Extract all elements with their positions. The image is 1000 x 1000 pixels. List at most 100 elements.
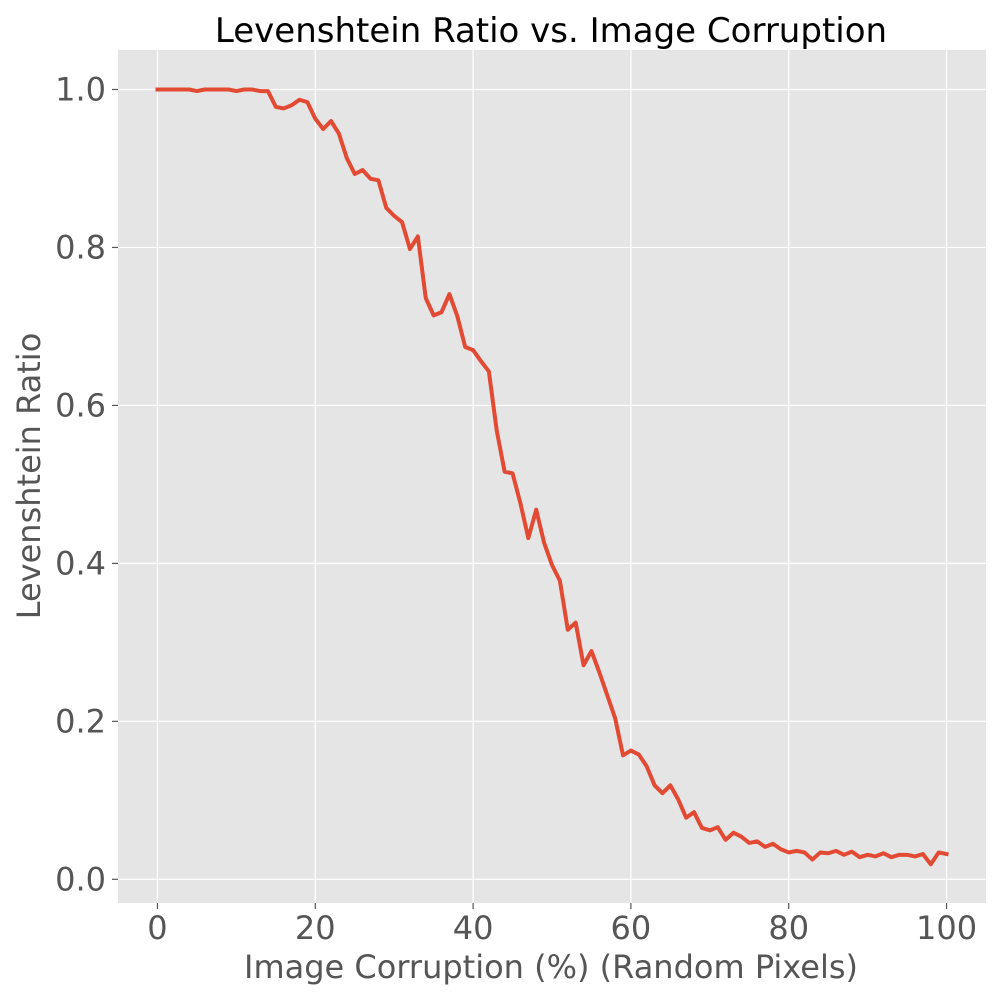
data-point — [534, 508, 538, 512]
data-point — [337, 132, 341, 136]
data-point — [795, 849, 799, 853]
data-point — [637, 753, 641, 757]
data-point — [487, 369, 491, 373]
data-point — [731, 831, 735, 835]
y-axis-label: Levenshtein Ratio — [10, 333, 48, 620]
data-point — [881, 851, 885, 855]
x-tick-label: 40 — [453, 909, 494, 947]
y-tick-label: 0.2 — [55, 702, 106, 740]
data-point — [353, 172, 357, 176]
data-point — [408, 247, 412, 251]
data-point — [384, 206, 388, 210]
data-point — [290, 103, 294, 107]
data-point — [566, 628, 570, 632]
data-point — [250, 87, 254, 91]
data-point — [163, 87, 167, 91]
x-tick-label: 100 — [916, 909, 977, 947]
data-point — [574, 621, 578, 625]
data-point — [708, 828, 712, 832]
data-point — [739, 835, 743, 839]
data-point — [645, 764, 649, 768]
data-point — [826, 851, 830, 855]
data-point — [913, 854, 917, 858]
data-point — [345, 156, 349, 160]
data-point — [424, 296, 428, 300]
x-tick-label: 80 — [768, 909, 809, 947]
plot-area — [118, 50, 986, 903]
data-point — [613, 716, 617, 720]
data-point — [274, 105, 278, 109]
data-point — [842, 853, 846, 857]
data-point — [716, 825, 720, 829]
x-tick-label: 0 — [147, 909, 167, 947]
data-point — [258, 89, 262, 93]
data-point — [874, 854, 878, 858]
data-point — [195, 89, 199, 93]
data-point — [432, 313, 436, 317]
y-tick-label: 0.6 — [55, 386, 106, 424]
data-point — [305, 100, 309, 104]
data-point — [242, 87, 246, 91]
data-point — [597, 670, 601, 674]
data-point — [858, 855, 862, 859]
data-point — [684, 816, 688, 820]
data-point — [660, 791, 664, 795]
data-point — [621, 753, 625, 757]
data-point — [282, 106, 286, 110]
data-point — [889, 855, 893, 859]
data-point — [187, 87, 191, 91]
data-point — [589, 649, 593, 653]
data-point — [234, 89, 238, 93]
data-point — [471, 348, 475, 352]
y-tick-label: 0.0 — [55, 860, 106, 898]
data-point — [929, 862, 933, 866]
data-point — [676, 798, 680, 802]
x-axis: 0 20 40 60 80 100 — [147, 903, 977, 947]
x-axis-label: Image Corruption (%) (Random Pixels) — [244, 948, 858, 986]
y-tick-label: 1.0 — [55, 70, 106, 108]
y-axis: 0.0 0.2 0.4 0.6 0.8 1.0 — [55, 70, 118, 898]
data-point — [392, 214, 396, 218]
data-point — [582, 663, 586, 667]
data-point — [447, 292, 451, 296]
data-point — [321, 127, 325, 131]
data-point — [526, 536, 530, 540]
data-point — [629, 749, 633, 753]
data-point — [416, 234, 420, 238]
data-point — [511, 471, 515, 475]
series-line — [155, 87, 949, 867]
data-point — [542, 541, 546, 545]
data-point — [668, 783, 672, 787]
data-point — [897, 853, 901, 857]
data-point — [211, 87, 215, 91]
data-point — [329, 119, 333, 123]
data-point — [779, 847, 783, 851]
data-point — [463, 345, 467, 349]
data-point — [763, 845, 767, 849]
data-point — [376, 178, 380, 182]
data-point — [810, 858, 814, 862]
data-point — [605, 693, 609, 697]
data-point — [905, 853, 909, 857]
data-point — [479, 359, 483, 363]
x-tick-label: 60 — [611, 909, 652, 947]
data-point — [771, 842, 775, 846]
data-point — [361, 168, 365, 172]
data-point — [440, 310, 444, 314]
data-point — [155, 87, 159, 91]
data-point — [369, 177, 373, 181]
data-point — [219, 87, 223, 91]
data-point — [866, 853, 870, 857]
data-point — [179, 87, 183, 91]
data-point — [834, 849, 838, 853]
data-point — [400, 220, 404, 224]
data-point — [921, 852, 925, 856]
data-point — [700, 826, 704, 830]
data-point — [724, 838, 728, 842]
data-point — [518, 501, 522, 505]
data-point — [266, 89, 270, 93]
data-point — [503, 470, 507, 474]
chart-title: Levenshtein Ratio vs. Image Corruption — [215, 11, 887, 51]
data-point — [937, 850, 941, 854]
